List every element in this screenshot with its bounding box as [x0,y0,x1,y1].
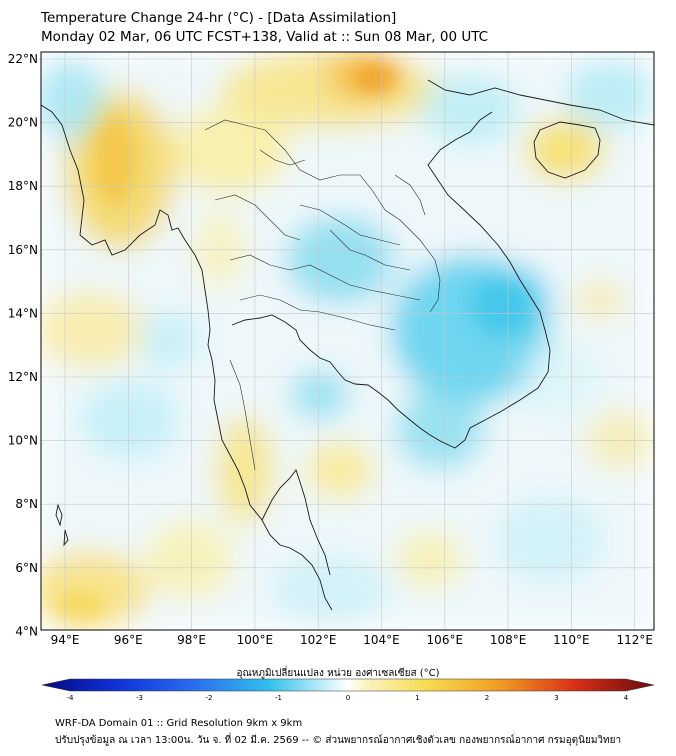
colorbar-bar [41,678,655,692]
lat-tick-label: 8°N [15,497,38,511]
lon-tick-label: 106°E [427,633,464,647]
model-info: WRF-DA Domain 01 :: Grid Resolution 9km … [55,718,303,729]
lat-tick-label: 18°N [8,179,38,193]
lat-tick-label: 22°N [8,52,38,66]
lat-tick-label: 14°N [8,306,38,320]
lon-tick-label: 98°E [177,633,206,647]
colorbar: -4 -3 -2 -1 0 1 2 3 4 [41,678,655,702]
lon-tick-label: 102°E [300,633,337,647]
lon-tick-label: 108°E [490,633,527,647]
lon-tick-label: 100°E [237,633,274,647]
admin-borders [204,119,441,471]
colorbar-tick-label: -4 [67,694,75,702]
colorbar-tick-label: -1 [275,694,282,702]
lat-tick-label: 16°N [8,243,38,257]
lat-tick-label: 12°N [8,370,38,384]
map-frame [40,51,655,631]
longitude-axis: 94°E 96°E 98°E 100°E 102°E 104°E 106°E 108°E 110… [51,633,653,647]
lon-tick-label: 112°E [616,633,653,647]
temperature-field [41,52,654,630]
colorbar-tick-label: 4 [624,694,629,702]
colorbar-tick-label: -2 [206,694,213,702]
lat-tick-label: 4°N [15,624,38,638]
colorbar-tick-label: 0 [346,694,350,702]
update-credit: ปรับปรุงข้อมูล ณ เวลา 13:00น. วัน จ. ที่… [55,735,622,746]
coastlines [41,79,654,611]
colorbar-tick-label: 3 [554,694,558,702]
colorbar-tick-label: 2 [485,694,489,702]
colorbar-ticks: -4 -3 -2 -1 0 1 2 3 4 [67,694,629,702]
colorbar-tick-label: 1 [415,694,419,702]
lat-tick-label: 10°N [8,434,38,448]
latitude-axis: 22°N 20°N 18°N 16°N 14°N 12°N 10°N 8°N 6°N 4°N [8,52,38,638]
lat-tick-label: 20°N [8,116,38,130]
temperature-change-map: 22°N 20°N 18°N 16°N 14°N 12°N 10°N 8°N 6°N 4°N 94… [8,51,655,647]
lon-tick-label: 96°E [114,633,143,647]
colorbar-title: อุณหภูมิเปลี่ยนแปลง หน่วย องศาเซลเซียส (… [236,668,440,679]
lon-tick-label: 110°E [553,633,590,647]
lat-tick-label: 6°N [15,561,38,575]
colorbar-tick-label: -3 [136,694,143,702]
graticule [41,52,654,630]
lon-tick-label: 94°E [51,633,80,647]
map-subtitle: Monday 02 Mar, 06 UTC FCST+138, Valid at… [41,29,489,45]
map-title: Temperature Change 24-hr (°C) - [Data As… [41,10,397,26]
lon-tick-label: 104°E [363,633,400,647]
